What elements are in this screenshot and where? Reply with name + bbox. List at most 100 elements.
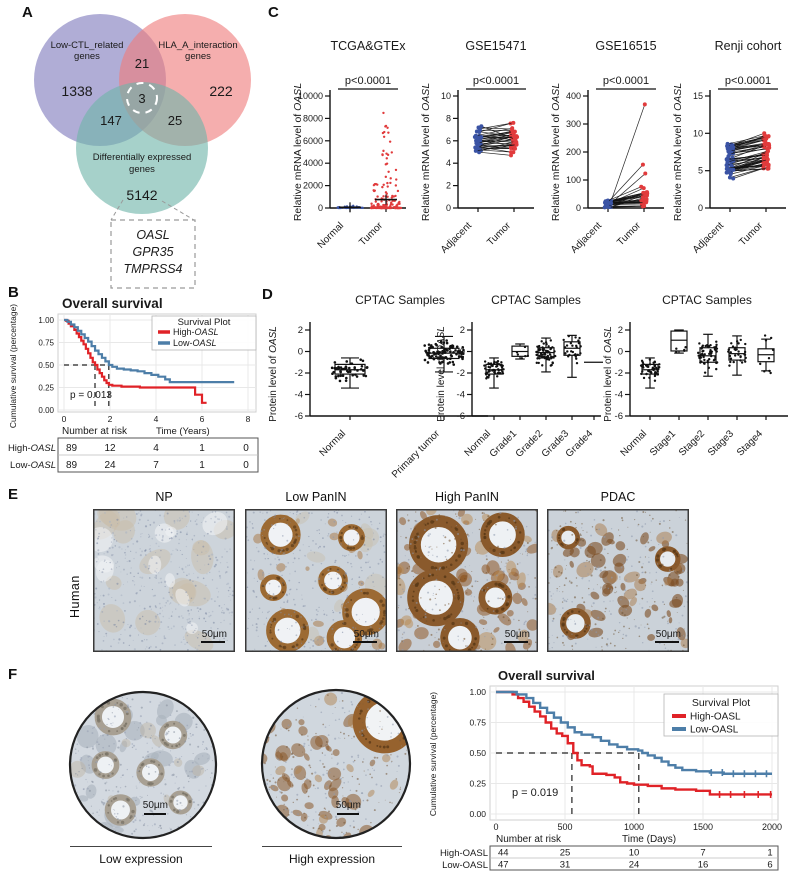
d1-title: CPTAC Samples <box>355 293 445 307</box>
f-high-scalebar-label: 50μm <box>336 800 361 811</box>
svg-text:0.50: 0.50 <box>38 361 54 370</box>
f-pvalue: p = 0.019 <box>512 787 558 799</box>
svg-text:-4: -4 <box>295 390 303 401</box>
d1-normal-box <box>334 357 366 389</box>
venn-count-hla: 222 <box>209 83 233 99</box>
d3-cat-stage2: Stage2 <box>677 428 707 458</box>
venn-overlap-top: 21 <box>135 56 149 71</box>
svg-text:0: 0 <box>576 203 581 213</box>
high-expression-underline <box>262 846 402 847</box>
f-risk-label-low: Low-OASL <box>442 860 488 871</box>
svg-text:0: 0 <box>698 203 703 213</box>
panel-a-letter: A <box>22 4 33 21</box>
c1-cat-normal: Normal <box>316 220 347 251</box>
svg-text:0: 0 <box>62 414 67 424</box>
svg-text:0: 0 <box>446 203 451 213</box>
svg-text:6: 6 <box>200 414 205 424</box>
d3-stage4-box <box>757 338 775 372</box>
venn-label-lowctl: Low-CTL_related <box>51 40 124 51</box>
svg-text:1.00: 1.00 <box>469 687 486 697</box>
svg-text:0.50: 0.50 <box>469 748 486 758</box>
svg-text:4: 4 <box>154 414 159 424</box>
svg-text:2: 2 <box>446 181 451 191</box>
d2-cat-grade4: Grade4 <box>564 428 596 460</box>
svg-text:0: 0 <box>243 443 249 454</box>
svg-text:8: 8 <box>246 414 251 424</box>
svg-text:10: 10 <box>693 128 703 138</box>
b-risk-values-high: 89 12 4 1 0 <box>66 443 249 454</box>
panel-e-letter: E <box>8 486 19 503</box>
pdac-tissue <box>547 509 689 652</box>
d3-cat-normal: Normal <box>619 428 650 459</box>
svg-text:4: 4 <box>446 158 451 168</box>
svg-text:10: 10 <box>629 848 640 859</box>
b-y-axis-label: Cumulative survival (percentage) <box>8 304 18 428</box>
svg-text:8: 8 <box>446 113 451 123</box>
f-legend-low: Low-OASL <box>690 725 739 736</box>
f-km-curve-high <box>496 690 772 796</box>
np-tissue <box>93 509 235 652</box>
c2-cat-adjacent: Adjacent <box>439 220 474 255</box>
svg-text:6000: 6000 <box>303 136 323 146</box>
d2-cat-grade2: Grade2 <box>514 428 546 460</box>
svg-text:400: 400 <box>566 91 581 101</box>
ihc-circle-low-expression: 50μm <box>68 690 218 840</box>
d-plot-grade: CPTAC Samples Protein level of OASL 2 0 … <box>436 293 603 460</box>
svg-text:0.00: 0.00 <box>38 406 54 415</box>
c2-title: GSE15471 <box>465 39 526 53</box>
svg-text:0.00: 0.00 <box>469 809 486 819</box>
low-expression-underline <box>70 846 212 847</box>
svg-text:12: 12 <box>104 443 116 454</box>
svg-text:-6: -6 <box>457 411 465 422</box>
b-y-tick-labels: 1.00 0.75 0.50 0.25 0.00 <box>38 316 54 415</box>
low-panin-tissue <box>245 509 387 652</box>
svg-text:0: 0 <box>318 203 323 213</box>
d3-stage1-dots <box>675 346 687 354</box>
d3-cat-stage3: Stage3 <box>706 428 736 458</box>
c3-paired-data <box>602 102 650 210</box>
venn-connector-left <box>110 199 124 221</box>
svg-text:1.00: 1.00 <box>38 316 54 325</box>
svg-text:-6: -6 <box>615 411 623 422</box>
b-legend-high: High-OASL <box>173 327 219 337</box>
svg-text:-6: -6 <box>295 411 303 422</box>
panel-f-letter: F <box>8 666 18 683</box>
c1-title: TCGA&GTEx <box>330 39 406 53</box>
svg-text:8000: 8000 <box>303 113 323 123</box>
ihc-image-np: 50μm <box>93 509 235 652</box>
svg-text:1: 1 <box>767 848 772 859</box>
km-curve-low <box>64 318 235 384</box>
km-plot-f: Cumulative survival (percentage) Overall… <box>428 668 782 871</box>
svg-text:15: 15 <box>693 91 703 101</box>
f-risk-title: Number at risk <box>496 834 562 845</box>
d3-y-axis-label: Protein level of OASL <box>603 326 614 422</box>
c3-title: GSE16515 <box>595 39 656 53</box>
high-panin-scalebar-label: 50μm <box>505 629 530 640</box>
f-risk-values-high: 44 25 10 7 1 <box>498 848 773 859</box>
c4-pvalue: p<0.0001 <box>725 75 771 87</box>
venn-label-hla: HLA_A_interaction <box>158 40 237 51</box>
low-expression-label: Low expression <box>99 852 183 866</box>
f-risk-label-high: High-OASL <box>440 848 488 859</box>
b-legend-low: Low-OASL <box>173 338 217 348</box>
svg-text:89: 89 <box>66 460 78 471</box>
d3-normal-box <box>641 357 659 389</box>
venn-count-lowctl: 1338 <box>61 83 92 99</box>
d2-cat-normal: Normal <box>463 428 494 459</box>
f-legend-high: High-OASL <box>690 712 741 723</box>
c-plot-gse15471: GSE15471 Relative mRNA level of OASL 0 2… <box>420 39 534 256</box>
svg-text:genes: genes <box>129 164 155 175</box>
venn-circle-deg <box>76 82 208 214</box>
svg-text:1000: 1000 <box>624 822 644 832</box>
svg-text:2: 2 <box>618 325 623 336</box>
svg-text:47: 47 <box>498 860 509 871</box>
d2-grade1-box <box>511 343 529 360</box>
svg-text:6: 6 <box>446 136 451 146</box>
venn-overlap-center: 3 <box>138 91 145 106</box>
gene-gpr35: GPR35 <box>133 245 174 259</box>
c4-y-axis-label: Relative mRNA level of OASL <box>672 83 684 221</box>
venn-overlap-left: 147 <box>100 113 122 128</box>
c2-y-ticks: 0 2 4 6 8 10 <box>441 91 451 213</box>
svg-text:10000: 10000 <box>298 91 323 101</box>
svg-text:100: 100 <box>566 175 581 185</box>
